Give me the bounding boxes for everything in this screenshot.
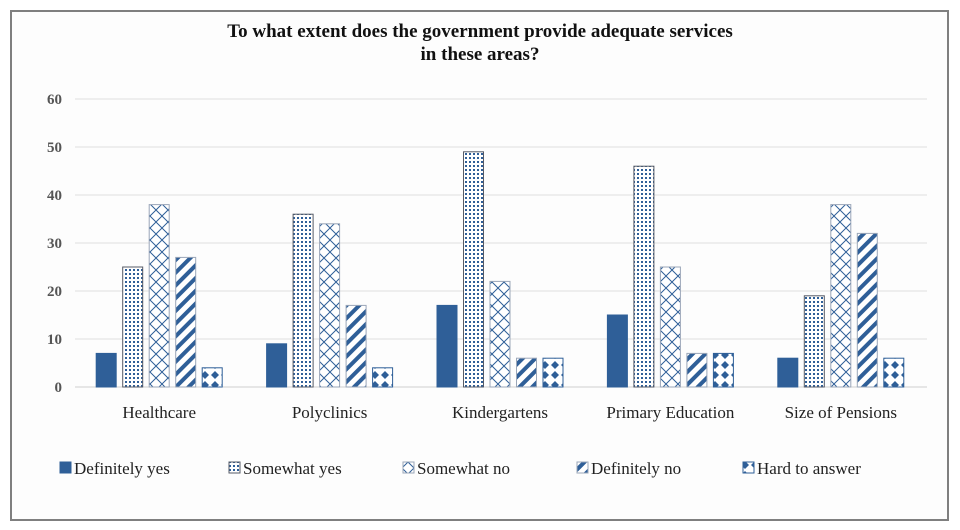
x-category-label: Healthcare — [122, 403, 196, 422]
bar-definitely-yes — [606, 314, 628, 388]
legend-label: Somewhat no — [417, 459, 510, 478]
bar-somewhat-yes — [122, 266, 144, 388]
bar-definitely-no — [856, 232, 878, 388]
chart-title-line2: in these areas? — [420, 44, 540, 65]
bar-somewhat-no — [319, 223, 341, 388]
bar-hard-to-answer — [201, 367, 223, 388]
legend-swatch — [742, 461, 755, 474]
bar-definitely-no — [686, 352, 708, 388]
bar-definitely-no — [175, 256, 197, 388]
legend-item: Somewhat no — [402, 459, 510, 478]
y-tick-label: 40 — [47, 188, 62, 204]
y-tick-label: 50 — [47, 140, 62, 156]
bar-hard-to-answer — [372, 367, 394, 388]
bar-somewhat-yes — [633, 165, 655, 388]
legend-label: Definitely yes — [74, 459, 170, 478]
y-tick-label: 60 — [47, 92, 62, 108]
bar-definitely-yes — [777, 357, 799, 388]
legend-item: Somewhat yes — [228, 459, 342, 478]
bar-definitely-yes — [436, 304, 458, 388]
bar-hard-to-answer — [712, 352, 734, 388]
bar-somewhat-no — [489, 280, 511, 388]
x-category-label: Primary Education — [606, 403, 734, 422]
bar-definitely-no — [345, 304, 367, 388]
x-category-label: Kindergartens — [452, 403, 548, 422]
y-tick-label: 10 — [47, 332, 62, 348]
y-tick-label: 0 — [55, 380, 63, 396]
legend-label: Somewhat yes — [243, 459, 342, 478]
legend-swatch — [228, 461, 241, 474]
bar-definitely-yes — [266, 343, 288, 388]
bar-somewhat-no — [659, 266, 681, 388]
legend-label: Hard to answer — [757, 459, 861, 478]
y-tick-label: 30 — [47, 236, 62, 252]
y-tick-label: 20 — [47, 284, 62, 300]
legend-swatch — [402, 461, 415, 474]
chart-title-line1: To what extent does the government provi… — [227, 21, 733, 42]
legend-swatch — [59, 461, 72, 474]
legend-item: Hard to answer — [742, 459, 861, 478]
bar-definitely-no — [516, 357, 537, 388]
bar-hard-to-answer — [542, 357, 564, 388]
bar-somewhat-yes — [803, 295, 825, 388]
bar-somewhat-yes — [463, 151, 484, 388]
legend-swatch — [576, 461, 589, 474]
bar-hard-to-answer — [883, 357, 905, 388]
legend-item: Definitely no — [576, 459, 681, 478]
bar-definitely-yes — [95, 352, 117, 388]
bar-somewhat-no — [148, 204, 170, 388]
x-category-label: Polyclinics — [292, 403, 368, 422]
legend-item: Definitely yes — [59, 459, 170, 478]
bar-somewhat-no — [830, 204, 852, 388]
legend-label: Definitely no — [591, 459, 681, 478]
bar-somewhat-yes — [292, 213, 314, 388]
chart-title: To what extent does the government provi… — [0, 20, 960, 66]
x-category-label: Size of Pensions — [785, 403, 897, 422]
